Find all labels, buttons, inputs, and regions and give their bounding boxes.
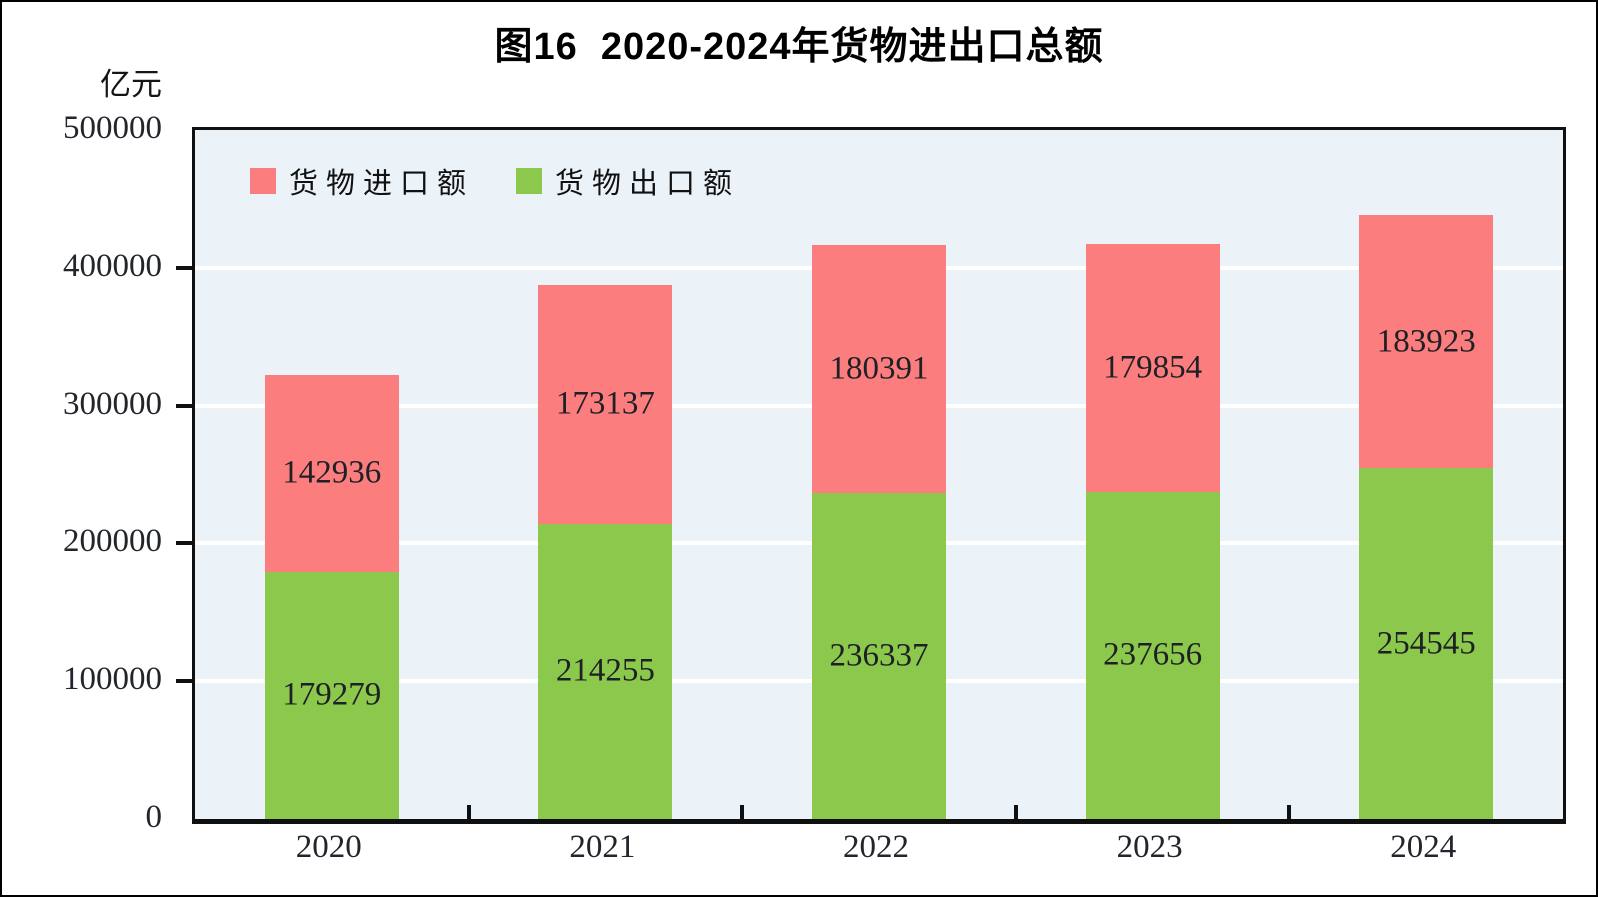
bar-value-label-2020-货物出口额: 179279 — [282, 676, 382, 713]
chart-title: 图16 2020-2024年货物进出口总额 — [494, 26, 1104, 68]
x-tick-mark-2 — [740, 805, 745, 819]
bar-segment-2024-货物进口额: 183923 — [1359, 214, 1494, 469]
legend-item-imports: 货物进口额 — [250, 160, 474, 202]
bar-value-label-2022-货物进口额: 180391 — [829, 350, 929, 387]
bar-segment-2021-货物进口额: 173137 — [538, 285, 673, 524]
legend-label-imports: 货物进口额 — [289, 168, 475, 200]
y-tick-label-100000: 100000 — [63, 661, 162, 698]
legend: 货物进口额 货物出口额 — [250, 160, 740, 202]
y-tick-mark-400000 — [176, 265, 192, 270]
bar-segment-2022-货物进口额: 180391 — [812, 244, 946, 494]
x-tick-label-2020: 2020 — [295, 829, 362, 865]
bar-value-label-2020-货物进口额: 142936 — [282, 454, 382, 491]
y-tick-mark-100000 — [176, 679, 192, 684]
y-tick-label-300000: 300000 — [63, 385, 162, 422]
y-tick-label-200000: 200000 — [63, 523, 162, 560]
bar-segment-2023-货物进口额: 179854 — [1085, 243, 1220, 492]
bar-segment-2023-货物出口额: 237656 — [1085, 491, 1220, 819]
x-tick-mark-1 — [466, 805, 471, 819]
x-tick-mark-3 — [1013, 805, 1018, 819]
bar-value-label-2022-货物出口额: 236337 — [829, 637, 929, 674]
y-tick-mark-200000 — [176, 541, 192, 546]
bar-segment-2022-货物出口额: 236337 — [812, 493, 946, 819]
bar-value-label-2021-货物出口额: 214255 — [555, 652, 655, 689]
x-tick-label-2022: 2022 — [843, 829, 909, 865]
bar-value-label-2024-货物进口额: 183923 — [1376, 323, 1476, 360]
bar-value-label-2023-货物进口额: 179854 — [1103, 349, 1203, 386]
bar-segment-2020-货物出口额: 179279 — [264, 571, 399, 819]
x-tick-label-2023: 2023 — [1116, 829, 1183, 865]
legend-swatch-imports — [250, 168, 276, 194]
y-tick-mark-300000 — [176, 403, 192, 408]
bar-segment-2021-货物出口额: 214255 — [538, 523, 673, 819]
bar-segment-2020-货物进口额: 142936 — [264, 375, 399, 572]
y-tick-label-0: 0 — [145, 799, 163, 835]
legend-item-exports: 货物出口额 — [516, 160, 740, 202]
bar-value-label-2021-货物进口额: 173137 — [555, 385, 655, 422]
y-tick-label-500000: 500000 — [63, 110, 162, 146]
x-tick-label-2024: 2024 — [1390, 829, 1457, 865]
bar-value-label-2024-货物出口额: 254545 — [1376, 625, 1476, 662]
bar-value-label-2023-货物出口额: 237656 — [1103, 636, 1203, 673]
plot-area: 货物进口额 货物出口额 179279 142936 214255 173137 2363… — [192, 127, 1566, 824]
y-tick-label-400000: 400000 — [63, 247, 162, 284]
x-tick-mark-4 — [1287, 805, 1292, 819]
y-axis-unit-label: 亿元 — [100, 67, 162, 102]
x-tick-label-2021: 2021 — [569, 829, 636, 865]
legend-label-exports: 货物出口额 — [555, 168, 741, 200]
bar-segment-2024-货物出口额: 254545 — [1359, 468, 1494, 819]
legend-swatch-exports — [516, 168, 543, 194]
